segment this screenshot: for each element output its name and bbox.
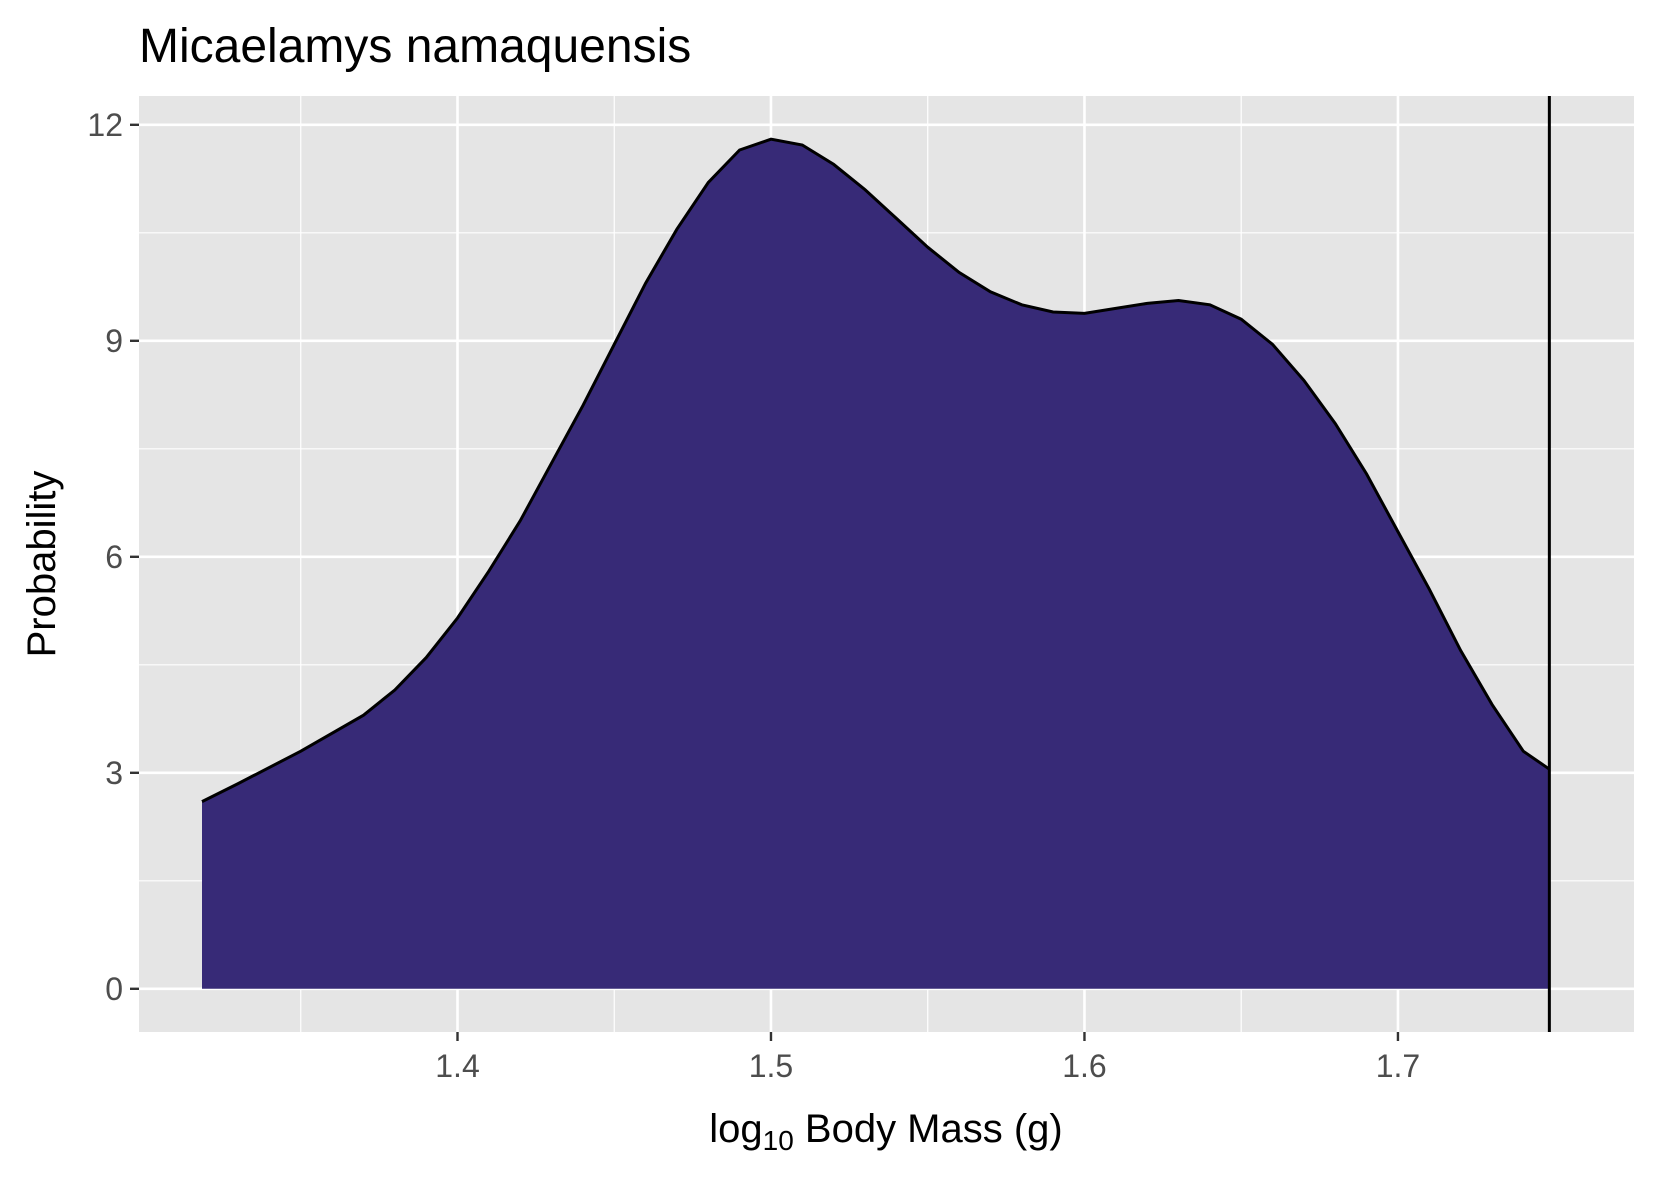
y-tick-label: 6: [105, 539, 123, 575]
y-tick-label: 12: [87, 107, 123, 143]
y-tick-label: 3: [105, 755, 123, 791]
x-axis-title: log10 Body Mass (g): [709, 1107, 1063, 1156]
y-tick-label: 9: [105, 323, 123, 359]
y-axis-title: Probability: [20, 471, 64, 658]
x-axis-title-prefix: log: [709, 1107, 762, 1151]
density-area: [202, 139, 1550, 989]
y-axis: 0 3 6 9 12: [87, 107, 139, 1007]
x-tick-label: 1.6: [1062, 1048, 1106, 1084]
x-axis-title-suffix: Body Mass (g): [794, 1107, 1063, 1151]
x-tick-label: 1.5: [749, 1048, 793, 1084]
x-axis-title-subscript: 10: [763, 1125, 794, 1156]
x-tick-label: 1.7: [1376, 1048, 1420, 1084]
density-curve: [201, 137, 1551, 803]
x-axis: 1.4 1.5 1.6 1.7: [435, 1032, 1420, 1084]
y-tick-label: 0: [105, 971, 123, 1007]
chart-title: Micaelamys namaquensis: [139, 20, 691, 73]
x-tick-label: 1.4: [435, 1048, 479, 1084]
